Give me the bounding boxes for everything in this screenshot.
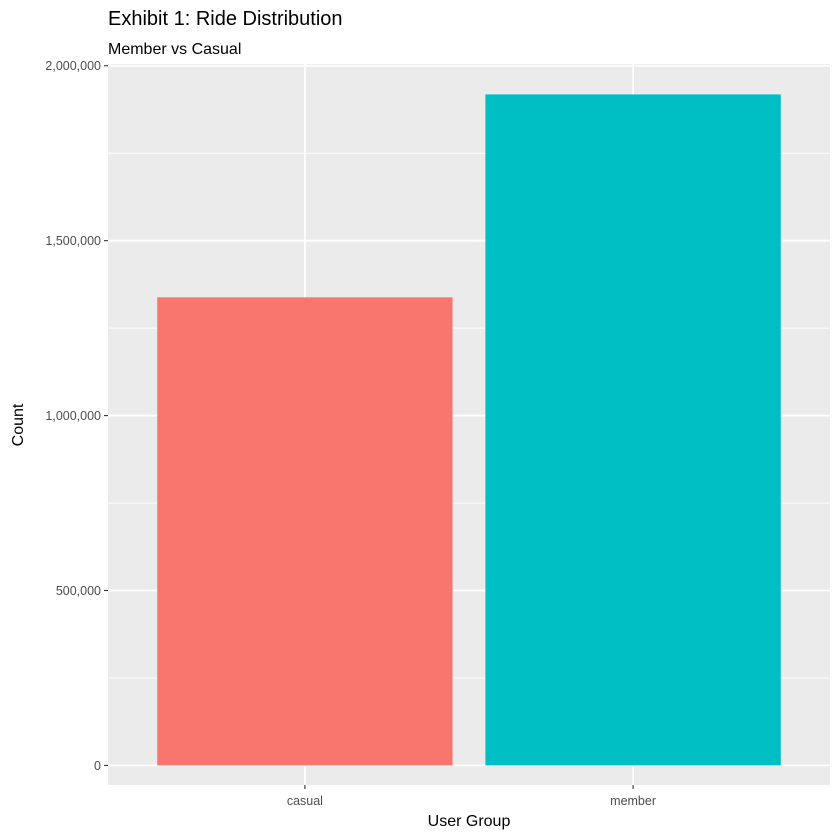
y-axis-title: Count	[10, 403, 27, 446]
bar-member	[485, 94, 781, 766]
y-tick-label: 1,000,000	[45, 409, 101, 423]
y-axis: 0 500,000 1,000,000 1,500,000 2,000,000	[45, 59, 108, 773]
y-tick-label: 0	[94, 759, 101, 773]
x-tick-label: member	[610, 794, 656, 808]
bars	[157, 94, 781, 766]
x-axis: casual member	[287, 785, 656, 808]
chart-subtitle: Member vs Casual	[108, 41, 241, 58]
chart-title: Exhibit 1: Ride Distribution	[108, 8, 343, 30]
y-tick-label: 1,500,000	[45, 234, 101, 248]
y-tick-label: 2,000,000	[45, 59, 101, 73]
x-axis-title: User Group	[428, 813, 511, 830]
y-tick-label: 500,000	[56, 584, 101, 598]
x-tick-label: casual	[287, 794, 323, 808]
bar-casual	[157, 297, 453, 766]
